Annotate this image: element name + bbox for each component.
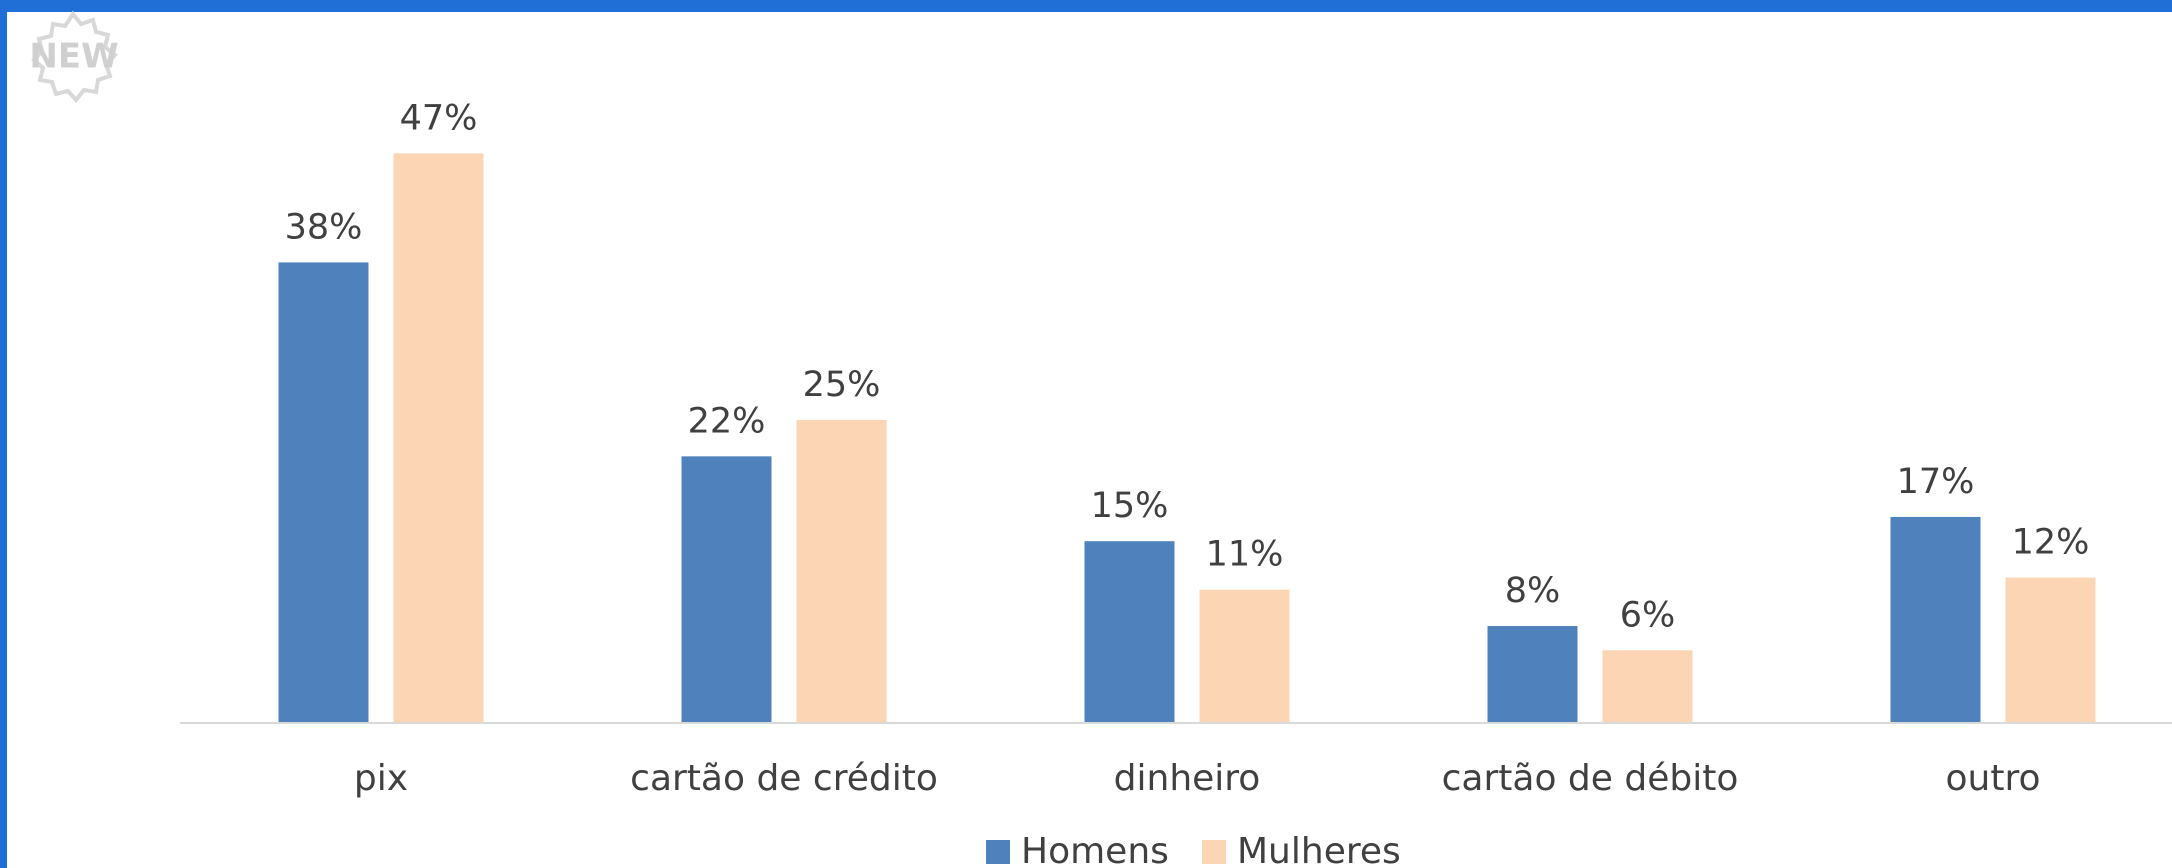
left-border	[0, 0, 7, 868]
legend-swatch	[1202, 840, 1226, 864]
bar	[1487, 626, 1578, 723]
x-tick-label: dinheiro	[1114, 758, 1261, 799]
data-label: 47%	[400, 98, 478, 138]
data-label: 8%	[1505, 571, 1561, 611]
badge-shape	[31, 10, 118, 104]
data-label: 22%	[688, 401, 766, 441]
bar	[681, 456, 772, 723]
data-label: 25%	[803, 365, 881, 405]
top-border	[0, 0, 2172, 12]
legend-label: Homens	[1021, 831, 1169, 868]
data-label: 12%	[2012, 523, 2090, 563]
bar	[2005, 577, 2096, 723]
badge-text: NEW	[29, 37, 118, 77]
bar	[1084, 541, 1175, 723]
bar	[1602, 650, 1693, 723]
data-label: 6%	[1620, 595, 1676, 635]
data-label: 11%	[1206, 535, 1284, 575]
bar	[1199, 589, 1290, 723]
x-tick-label: cartão de débito	[1442, 758, 1739, 799]
x-tick-label: outro	[1946, 758, 2041, 799]
x-tick-label: cartão de crédito	[630, 758, 938, 799]
bar	[796, 420, 887, 723]
legend-swatch	[986, 840, 1010, 864]
data-label: 17%	[1897, 462, 1975, 502]
x-tick-label: pix	[354, 758, 408, 799]
data-label: 15%	[1091, 486, 1169, 526]
bar	[393, 153, 484, 724]
new-badge: NEW	[29, 10, 119, 104]
bar	[278, 262, 369, 723]
data-label: 38%	[285, 207, 363, 247]
bar	[1890, 516, 1981, 723]
legend-label: Mulheres	[1237, 831, 1401, 868]
